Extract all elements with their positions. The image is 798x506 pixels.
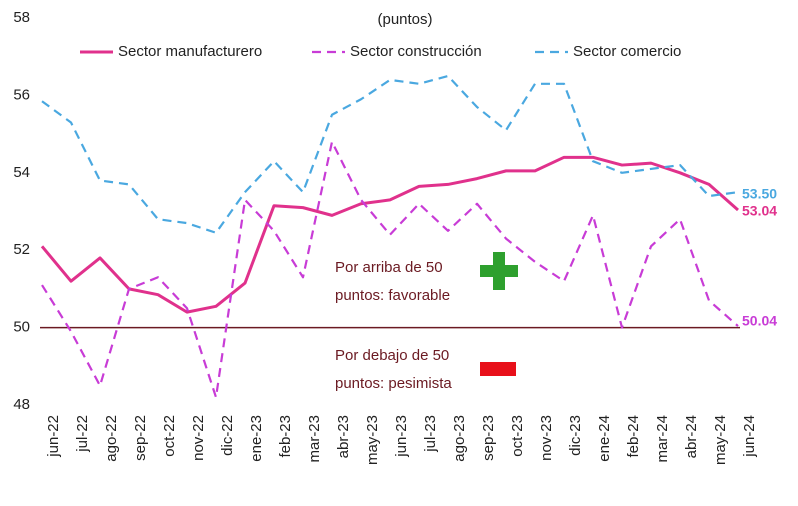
end-label: 53.50 — [742, 186, 777, 202]
end-label: 53.04 — [742, 203, 777, 219]
x-tick-label: jul-22 — [74, 415, 91, 453]
annotation: puntos: favorable — [335, 287, 450, 304]
x-tick-label: feb-24 — [625, 415, 642, 458]
x-tick-label: ene-23 — [248, 415, 265, 462]
y-tick-label: 48 — [13, 396, 30, 413]
x-tick-label: ene-24 — [596, 415, 613, 462]
y-axis-label: (puntos) — [377, 11, 432, 28]
x-tick-label: jun-24 — [741, 415, 758, 458]
x-tick-label: mar-24 — [654, 415, 671, 463]
x-tick-label: may-24 — [712, 415, 729, 465]
x-tick-label: jun-23 — [393, 415, 410, 458]
y-tick-label: 58 — [13, 9, 30, 26]
legend-label: Sector construcción — [350, 43, 482, 60]
x-tick-label: mar-23 — [306, 415, 323, 463]
series-line — [40, 155, 739, 314]
x-tick-label: nov-23 — [538, 415, 555, 461]
annotation: puntos: pesimista — [335, 375, 452, 392]
x-tick-label: oct-22 — [161, 415, 178, 457]
series-line — [41, 74, 739, 234]
end-label: 50.04 — [742, 313, 777, 329]
x-tick-label: dic-22 — [219, 415, 236, 456]
x-tick-label: dic-23 — [567, 415, 584, 456]
y-tick-label: 56 — [13, 86, 30, 103]
x-tick-label: abr-24 — [683, 415, 700, 458]
x-tick-label: feb-23 — [277, 415, 294, 458]
series-line — [41, 140, 739, 399]
annotation: Por arriba de 50 — [335, 259, 443, 276]
x-tick-label: jun-22 — [45, 415, 62, 458]
legend-label: Sector manufacturero — [118, 43, 262, 60]
x-tick-label: may-23 — [364, 415, 381, 465]
minus-icon — [480, 362, 516, 376]
x-tick-label: nov-22 — [190, 415, 207, 461]
x-tick-label: sep-22 — [132, 415, 149, 461]
x-tick-label: oct-23 — [509, 415, 526, 457]
x-tick-label: sep-23 — [480, 415, 497, 461]
plus-icon — [493, 252, 505, 290]
y-tick-label: 50 — [13, 319, 30, 336]
x-tick-label: ago-23 — [451, 415, 468, 462]
legend-label: Sector comercio — [573, 43, 681, 60]
annotation: Por debajo de 50 — [335, 347, 449, 364]
x-tick-label: ago-22 — [103, 415, 120, 462]
x-tick-label: jul-23 — [422, 415, 439, 453]
y-tick-label: 54 — [13, 164, 30, 181]
y-tick-label: 52 — [13, 241, 30, 258]
x-tick-label: abr-23 — [335, 415, 352, 458]
